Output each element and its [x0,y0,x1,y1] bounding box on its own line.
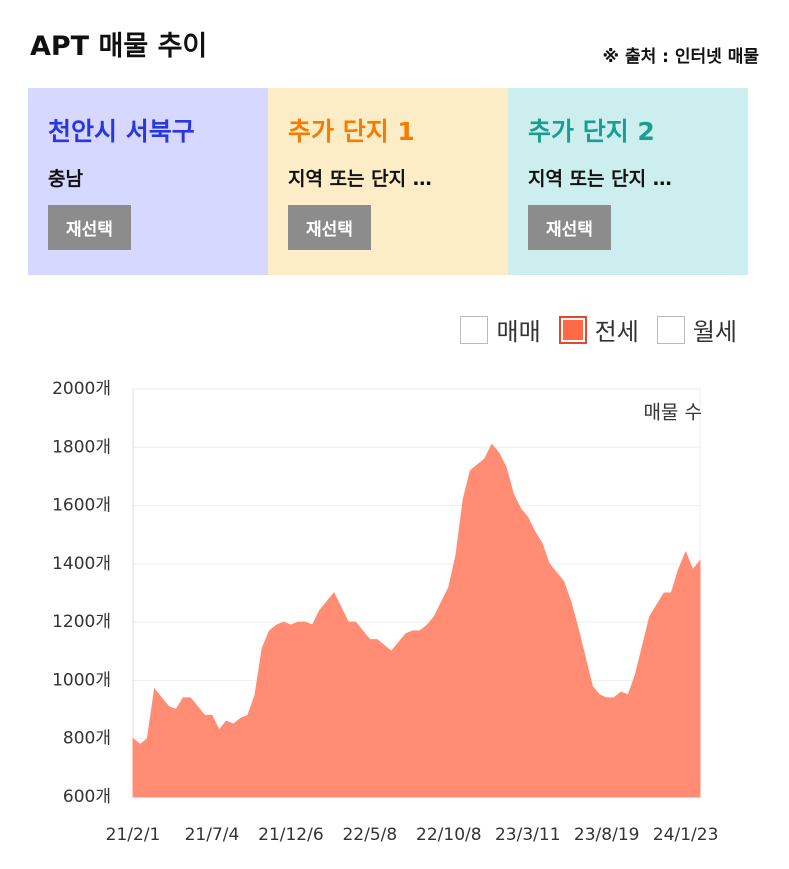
reselect-button[interactable]: 재선택 [48,205,131,250]
y-tick-label: 2000개 [52,379,111,399]
card-title: 추가 단지 2 [528,117,655,146]
x-tick-label: 21/7/4 [185,825,240,845]
source-note: ※ 출처 : 인터넷 매물 [602,47,759,67]
y-tick-label: 1600개 [52,496,111,516]
card-title: 추가 단지 1 [288,117,415,146]
y-tick-label: 1200개 [52,612,111,632]
chart: 600개 800개 1000개 1200개 1400개 1600개 1800개 2000개 21… [52,379,719,845]
y-tick-label: 800개 [63,729,111,749]
card: 추가 단지 2 지역 또는 단지 … 재선택 [508,88,748,275]
y-tick-label: 600개 [63,787,111,807]
x-tick-label: 23/8/19 [574,825,640,845]
x-tick-label: 22/10/8 [416,825,482,845]
filters: 매매 전세 월세 [460,312,737,347]
y-tick-label: 1000개 [52,670,111,690]
page-title: APT 매물 추이 [30,31,208,62]
filter-label: 매매 [496,318,541,346]
checkbox[interactable] [558,315,587,344]
filter-label: 전세 [594,318,639,346]
card-subtitle: 지역 또는 단지 … [288,168,432,190]
card: 추가 단지 1 지역 또는 단지 … 재선택 [268,88,508,275]
area [132,443,701,798]
filter[interactable]: 매매 [460,312,541,347]
card: 천안시 서북구 충남 재선택 [28,88,268,275]
y-tick-label: 1800개 [52,437,111,457]
card-subtitle: 지역 또는 단지 … [528,168,672,190]
x-tick-label: 24/1/23 [653,825,719,845]
annotation: 매물 수 [644,402,702,424]
checkbox[interactable] [460,315,489,344]
x-tick-label: 21/12/6 [258,825,324,845]
filter[interactable]: 전세 [558,312,639,347]
cards: 천안시 서북구 충남 재선택 추가 단지 1 지역 또는 단지 … 재선택 추가… [28,88,748,275]
checkbox[interactable] [656,315,685,344]
reselect-button[interactable]: 재선택 [528,205,611,250]
reselect-button[interactable]: 재선택 [288,205,371,250]
y-tick-label: 1400개 [52,554,111,574]
x-tick-label: 23/3/11 [495,825,561,845]
card-subtitle: 충남 [48,168,83,190]
filter-label: 월세 [692,318,737,346]
x-tick-label: 22/5/8 [342,825,397,845]
card-title: 천안시 서북구 [48,117,195,146]
filter[interactable]: 월세 [656,312,737,347]
x-tick-label: 21/2/1 [106,825,161,845]
